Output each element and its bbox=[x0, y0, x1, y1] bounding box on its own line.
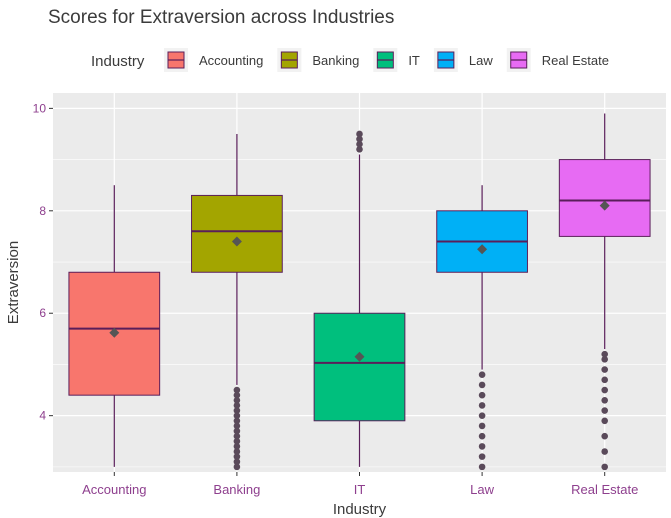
box-it bbox=[313, 130, 406, 467]
box-law bbox=[436, 185, 528, 471]
outlier-point bbox=[233, 448, 241, 455]
iqr-box bbox=[313, 312, 406, 422]
iqr-box bbox=[558, 159, 651, 237]
outlier-point bbox=[478, 391, 486, 399]
mean-marker bbox=[109, 327, 120, 338]
y-tick-label: 10 bbox=[33, 101, 47, 115]
outlier-point bbox=[601, 432, 608, 440]
outlier-point bbox=[233, 386, 241, 394]
boxes bbox=[68, 113, 651, 471]
outlier-point bbox=[478, 463, 486, 471]
outlier-point bbox=[478, 443, 486, 450]
legend-item-law: Law bbox=[433, 48, 493, 72]
outlier-point bbox=[233, 437, 241, 445]
outlier-point bbox=[601, 407, 608, 414]
outlier-point bbox=[233, 443, 241, 450]
outlier-point bbox=[233, 391, 241, 399]
box-accounting bbox=[68, 185, 161, 467]
mean-marker bbox=[354, 351, 365, 362]
legend-item-it: IT bbox=[373, 48, 420, 72]
outlier-point bbox=[601, 386, 608, 394]
outlier-point bbox=[233, 396, 241, 404]
legend-label: Banking bbox=[312, 53, 359, 68]
outlier-point bbox=[356, 130, 363, 138]
outlier-point bbox=[601, 396, 608, 404]
box-banking bbox=[191, 133, 283, 471]
box-real-estate bbox=[558, 113, 651, 471]
outlier-point bbox=[356, 135, 363, 143]
outlier-point bbox=[478, 412, 486, 419]
outlier-point bbox=[601, 463, 608, 471]
mean-marker bbox=[477, 244, 488, 255]
outlier-point bbox=[356, 140, 363, 148]
outlier-point bbox=[478, 371, 486, 378]
legend-label: Law bbox=[469, 53, 493, 68]
legend-title: Industry bbox=[91, 53, 145, 70]
legend: Industry Accounting Banking IT Law Real Esta… bbox=[91, 48, 609, 72]
y-tick-label: 6 bbox=[39, 306, 46, 320]
iqr-box bbox=[191, 194, 283, 273]
legend-item-real-estate: Real Estate bbox=[506, 48, 609, 72]
outlier-point bbox=[233, 422, 241, 430]
x-tick-label: Real Estate bbox=[571, 482, 638, 497]
legend-item-accounting: Accounting bbox=[164, 48, 263, 72]
outlier-point bbox=[233, 407, 241, 414]
outlier-point bbox=[233, 417, 241, 425]
x-axis-ticks: Accounting Banking IT Law Real Estate bbox=[82, 472, 638, 497]
legend-label: Accounting bbox=[199, 53, 263, 68]
outlier-point bbox=[478, 402, 486, 409]
outlier-point bbox=[601, 356, 608, 363]
outlier-point bbox=[478, 422, 486, 430]
outlier-point bbox=[601, 350, 608, 358]
y-tick-label: 4 bbox=[39, 409, 46, 423]
chart-title: Scores for Extraversion across Industrie… bbox=[48, 7, 394, 28]
outlier-point bbox=[478, 381, 486, 389]
outlier-point bbox=[478, 453, 486, 460]
outlier-point bbox=[233, 412, 241, 419]
x-tick-label: Accounting bbox=[82, 482, 146, 497]
y-tick-label: 8 bbox=[39, 204, 46, 218]
x-tick-label: Law bbox=[470, 482, 494, 497]
legend-label: Real Estate bbox=[542, 53, 609, 68]
outlier-point bbox=[233, 432, 241, 440]
legend-item-banking: Banking bbox=[277, 48, 359, 72]
outlier-point bbox=[478, 432, 486, 440]
outlier-point bbox=[601, 417, 608, 425]
outlier-point bbox=[601, 376, 608, 384]
outlier-point bbox=[233, 453, 241, 460]
mean-marker bbox=[231, 236, 242, 247]
y-axis-title: Extraversion bbox=[5, 241, 22, 324]
mean-marker bbox=[599, 200, 610, 211]
outlier-point bbox=[356, 146, 363, 153]
outlier-point bbox=[233, 463, 241, 471]
outlier-point bbox=[601, 366, 608, 373]
x-tick-label: IT bbox=[354, 482, 366, 497]
outlier-point bbox=[601, 448, 608, 455]
outlier-point bbox=[233, 458, 241, 466]
x-tick-label: Banking bbox=[213, 482, 260, 497]
legend-label: IT bbox=[408, 53, 420, 68]
outlier-point bbox=[233, 427, 241, 435]
y-axis-ticks: 4 6 8 10 bbox=[33, 101, 53, 423]
outlier-point bbox=[233, 402, 241, 409]
x-axis-title: Industry bbox=[333, 501, 387, 518]
